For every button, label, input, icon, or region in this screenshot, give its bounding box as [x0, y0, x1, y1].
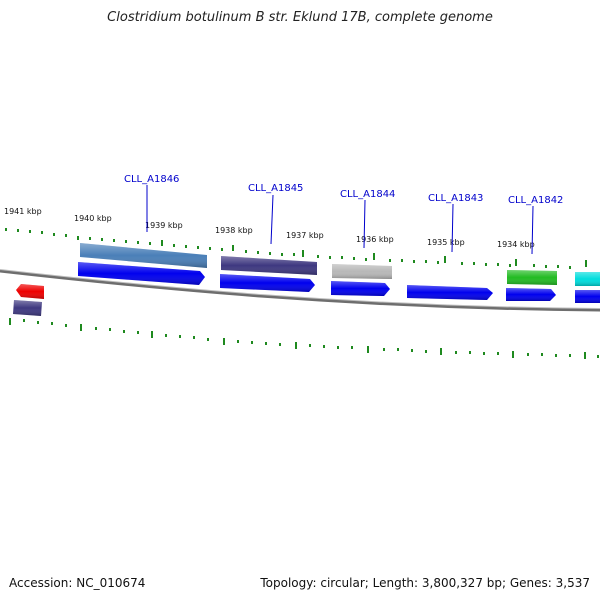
- kbp-label-1936: 1936 kbp: [356, 235, 394, 244]
- gene-label-cll-a1846: CLL_A1846: [124, 174, 179, 185]
- feature-steelblue-cll-a1846[interactable]: [80, 243, 207, 268]
- kbp-label-1937: 1937 kbp: [286, 231, 324, 240]
- cds-arrow-cll-a1846[interactable]: [78, 262, 205, 285]
- page-title: Clostridium botulinum B str. Eklund 17B,…: [107, 10, 493, 25]
- cds-arrow-cll-a1843[interactable]: [407, 285, 493, 300]
- feature-red-reverse[interactable]: [16, 284, 44, 299]
- cds-arrow-edge[interactable]: [575, 290, 600, 303]
- gene-label-cll-a1845: CLL_A1845: [248, 183, 303, 194]
- feature-gray-cll-a1844[interactable]: [332, 264, 392, 279]
- gene-label-cll-a1843: CLL_A1843: [428, 193, 483, 204]
- kbp-label-1938: 1938 kbp: [215, 226, 253, 235]
- cds-arrow-cll-a1844[interactable]: [331, 281, 390, 296]
- kbp-label-1939: 1939 kbp: [145, 221, 183, 230]
- kbp-label-1940: 1940 kbp: [74, 214, 112, 223]
- feature-cyan[interactable]: [575, 272, 600, 286]
- cds-arrow-cll-a1842[interactable]: [506, 288, 556, 301]
- accession-label: Accession: NC_010674: [9, 576, 146, 590]
- leader-line-cll-a1844: [363, 199, 366, 249]
- genome-summary-label: Topology: circular; Length: 3,800,327 bp…: [260, 576, 590, 590]
- leader-line-cll-a1843: [451, 203, 454, 253]
- genome-backbone: [0, 269, 600, 312]
- cds-arrow-cll-a1845[interactable]: [220, 274, 315, 292]
- outer-scale-ticks: [5, 228, 587, 269]
- feature-green-cll-a1842[interactable]: [507, 270, 557, 285]
- feature-darkslate-cll-a1845[interactable]: [221, 256, 317, 275]
- kbp-label-1941: 1941 kbp: [4, 207, 42, 216]
- leader-line-cll-a1845: [270, 194, 274, 245]
- gene-label-cll-a1842: CLL_A1842: [508, 195, 563, 206]
- feature-darkslate-reverse[interactable]: [13, 300, 42, 316]
- inner-scale-ticks: [9, 318, 599, 359]
- kbp-label-1934: 1934 kbp: [497, 240, 535, 249]
- leader-line-cll-a1842: [531, 205, 534, 255]
- gene-label-cll-a1844: CLL_A1844: [340, 189, 395, 200]
- kbp-label-1935: 1935 kbp: [427, 238, 465, 247]
